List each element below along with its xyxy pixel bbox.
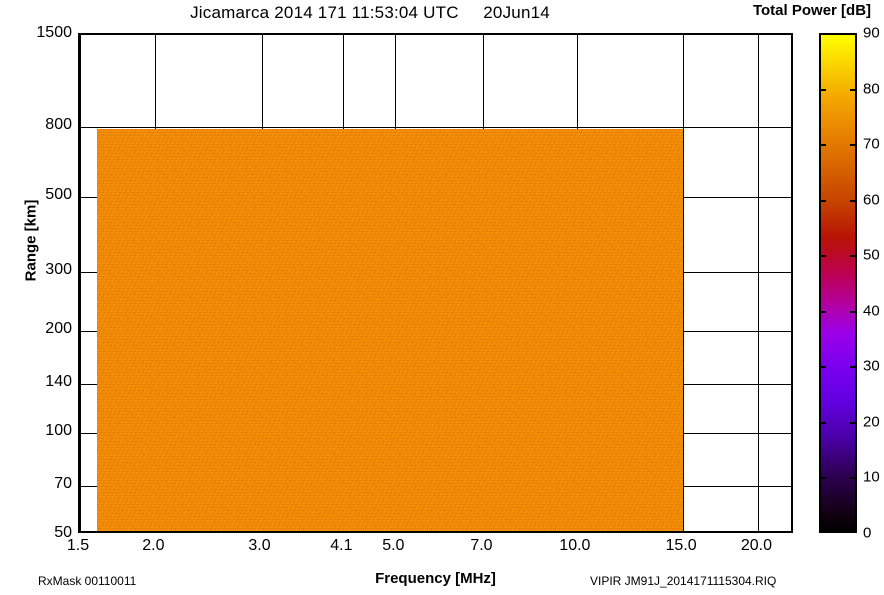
colorbar-tick: [850, 477, 857, 479]
heatmap-data-region: [97, 129, 683, 531]
chart-title-bar: Jicamarca 2014 171 11:53:04 UTC 20Jun14: [0, 1, 740, 25]
colorbar-tick: [819, 89, 826, 91]
colorbar-tick: [819, 255, 826, 257]
colorbar-tick-label: 70: [863, 135, 880, 153]
colorbar: [819, 33, 857, 533]
colorbar-tick: [819, 477, 826, 479]
colorbar-title: Total Power [dB]: [752, 2, 872, 19]
colorbar-tick: [850, 422, 857, 424]
y-tick-label: 300: [45, 260, 72, 278]
horizontal-gridline: [80, 127, 791, 128]
page-title: Jicamarca 2014 171 11:53:04 UTC 20Jun14: [190, 3, 550, 22]
colorbar-tick: [819, 200, 826, 202]
footer-filename: VIPIR JM91J_2014171115304.RIQ: [590, 574, 777, 588]
colorbar-tick-label: 30: [863, 357, 880, 375]
colorbar-tick: [819, 144, 826, 146]
y-axis-ticks: 1500 800 500 300 200 140 100 70 50: [0, 24, 72, 541]
y-tick-label: 100: [45, 422, 72, 440]
x-tick-label: 15.0: [665, 537, 697, 554]
colorbar-gradient: [819, 33, 857, 533]
y-tick-label: 70: [54, 474, 72, 492]
colorbar-tick-label: 0: [863, 524, 872, 542]
y-tick-label: 200: [45, 320, 72, 338]
x-tick-label: 4.1: [330, 537, 353, 554]
x-tick-label: 20.0: [740, 537, 772, 554]
x-tick-label: 5.0: [382, 537, 405, 554]
colorbar-tick: [850, 255, 857, 257]
colorbar-tick: [819, 311, 826, 313]
x-axis-label: Frequency [MHz]: [375, 570, 496, 587]
colorbar-tick-label: 90: [863, 24, 880, 42]
colorbar-tick-label: 10: [863, 468, 880, 486]
y-tick-label: 500: [45, 185, 72, 203]
colorbar-tick-label: 20: [863, 413, 880, 431]
y-tick-label: 140: [45, 372, 72, 390]
x-tick-label: 10.0: [559, 537, 591, 554]
colorbar-tick: [819, 366, 826, 368]
colorbar-tick-label: 40: [863, 302, 880, 320]
x-tick-label: 2.0: [142, 537, 165, 554]
y-tick-label: 1500: [36, 24, 72, 41]
vertical-gridline: [80, 35, 81, 531]
y-tick-label: 50: [54, 524, 72, 541]
footer-rxmask: RxMask 00110011: [38, 574, 137, 588]
y-tick-label: 800: [45, 116, 72, 134]
x-tick-label: 3.0: [248, 537, 271, 554]
colorbar-tick-label: 60: [863, 191, 880, 209]
colorbar-tick: [850, 144, 857, 146]
vertical-gridline: [758, 35, 759, 531]
x-tick-label: 7.0: [470, 537, 493, 554]
vertical-gridline: [683, 35, 684, 531]
colorbar-tick-label: 80: [863, 80, 880, 98]
colorbar-tick: [850, 89, 857, 91]
x-tick-label: 1.5: [66, 537, 90, 554]
colorbar-tick: [850, 311, 857, 313]
x-axis-ticks: 1.5 2.0 3.0 4.1 5.0 7.0 10.0 15.0 20.0: [67, 537, 793, 559]
colorbar-tick: [819, 422, 826, 424]
colorbar-tick: [850, 366, 857, 368]
colorbar-tick-label: 50: [863, 246, 880, 264]
colorbar-tick: [850, 200, 857, 202]
plot-area: [78, 33, 793, 533]
